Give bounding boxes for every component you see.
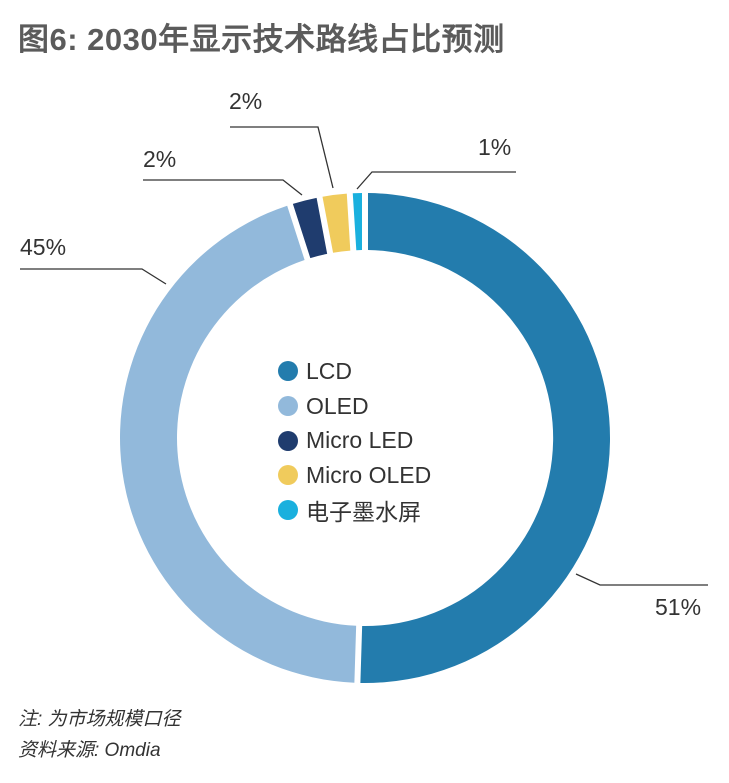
legend-item-lcd: LCD: [278, 354, 431, 389]
chart-title: 图6: 2030年显示技术路线占比预测: [18, 22, 505, 57]
legend-item-oled: OLED: [278, 389, 431, 424]
legend: LCD OLED Micro LED Micro OLED 电子墨水屏: [278, 354, 431, 527]
legend-swatch: [278, 430, 298, 451]
legend-item-micro-led: Micro LED: [278, 423, 431, 458]
donut-slice-oled: [120, 205, 357, 683]
leader-line-eink: [356, 171, 516, 190]
leader-line-micro-led: [143, 179, 303, 196]
legend-label: Micro OLED: [306, 461, 432, 488]
legend-label: Micro LED: [306, 427, 414, 454]
legend-swatch: [278, 396, 298, 417]
data-label-eink: 1%: [478, 134, 512, 160]
leader-line-oled: [20, 268, 167, 285]
data-label-micro-led: 2%: [143, 146, 177, 172]
legend-item-micro-oled: Micro OLED: [278, 458, 431, 493]
source-note: 资料来源: Omdia: [18, 740, 161, 761]
legend-swatch: [278, 500, 298, 521]
leader-line-micro-oled: [230, 126, 334, 189]
donut-slice-micro-oled: [322, 193, 351, 253]
donut-slice-电子墨水屏: [352, 193, 363, 251]
legend-label: OLED: [306, 392, 369, 419]
data-label-oled: 45%: [20, 234, 67, 260]
data-label-lcd: 51%: [655, 594, 702, 620]
leader-line-lcd: [575, 573, 708, 586]
legend-label: LCD: [306, 357, 353, 384]
donut-slice-micro-led: [292, 197, 328, 259]
legend-label: 电子墨水屏: [306, 499, 421, 526]
legend-item-eink: 电子墨水屏: [278, 493, 431, 528]
legend-swatch: [278, 465, 298, 486]
legend-swatch: [278, 361, 298, 382]
data-label-micro-oled: 2%: [229, 88, 263, 114]
footnote: 注: 为市场规模口径: [18, 709, 181, 730]
donut-slice-lcd: [360, 193, 611, 684]
